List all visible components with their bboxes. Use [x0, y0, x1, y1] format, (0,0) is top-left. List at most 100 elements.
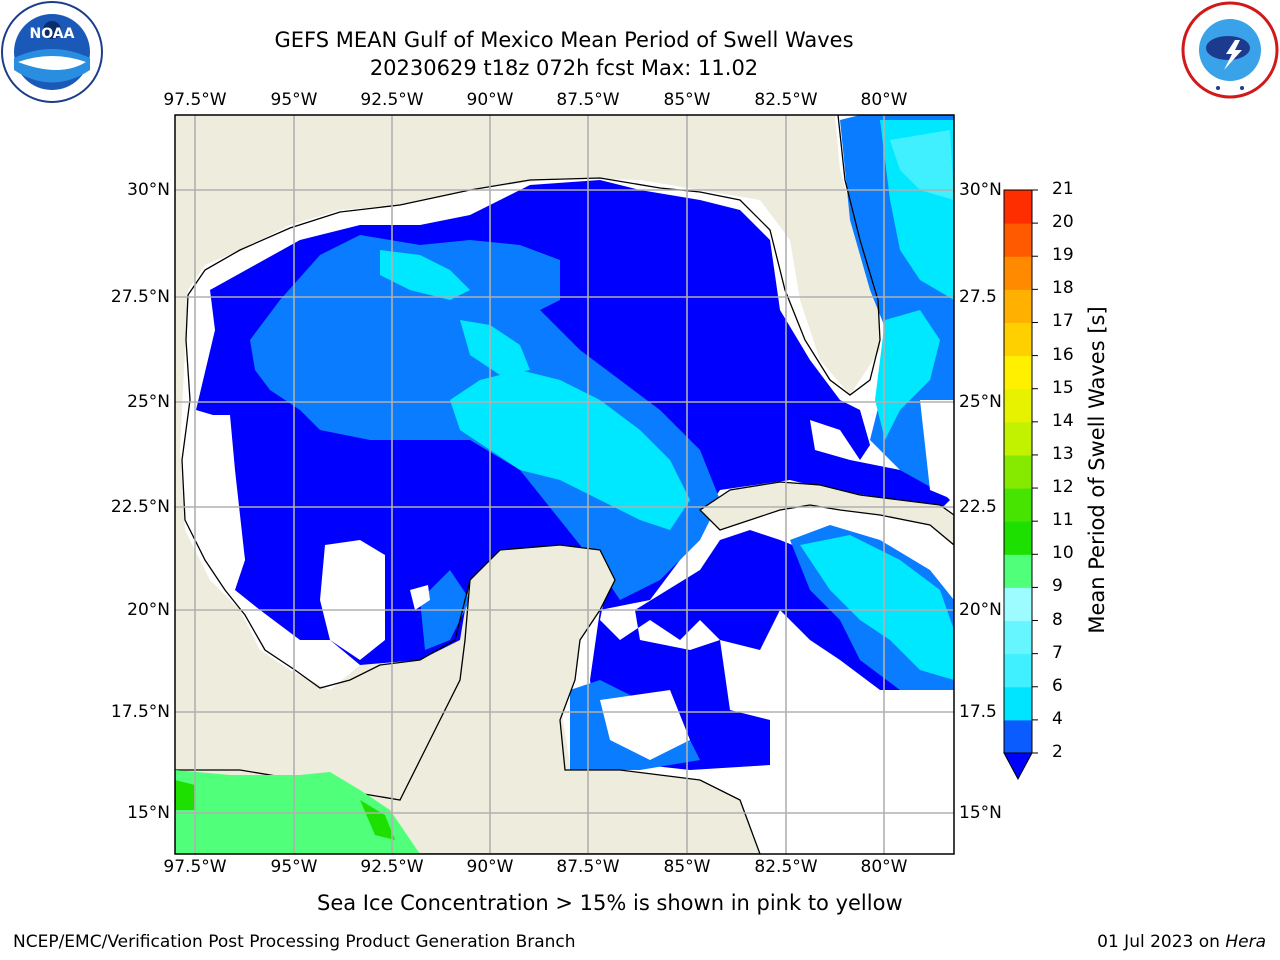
lon-label-top: 85°W [663, 90, 711, 110]
colorbar-label: Mean Period of Swell Waves [s] [1085, 306, 1109, 634]
colorbar [1003, 189, 1038, 781]
lon-label-top: 80°W [860, 90, 908, 110]
colorbar-segment [1004, 719, 1032, 754]
footer-credit: NCEP/EMC/Verification Post Processing Pr… [13, 932, 576, 952]
lon-label-top: 82.5°W [754, 90, 818, 110]
lon-label-bottom: 95°W [270, 857, 318, 877]
footer-date-text: 01 Jul 2023 on [1097, 932, 1226, 952]
lon-label-bottom: 90°W [466, 857, 514, 877]
colorbar-tick-label: 20 [1052, 212, 1074, 233]
no-data-patch [600, 690, 690, 760]
lat-label-left: 22.5°N [110, 497, 170, 517]
colorbar-segment [1004, 620, 1032, 655]
chart-subtitle: 20230629 t18z 072h fcst Max: 11.02 [369, 56, 759, 80]
colorbar-tick-label: 18 [1052, 278, 1074, 299]
footer-date: 01 Jul 2023 on Hera [1097, 932, 1266, 952]
colorbar-segment [1004, 223, 1032, 257]
cuba-land [698, 481, 954, 546]
colorbar-tick-label: 6 [1052, 675, 1063, 696]
lat-label-left: 27.5°N [110, 287, 170, 307]
colorbar-tick-label: 19 [1052, 245, 1074, 266]
colorbar-tick-label: 14 [1052, 410, 1074, 431]
colorbar-extend-arrow [1003, 752, 1033, 781]
no-data-patch [320, 540, 385, 660]
lon-label-top: 92.5°W [360, 90, 424, 110]
noaa-logo-icon: NOAA [1, 1, 103, 103]
lat-label-right: 25°N [959, 392, 1002, 412]
colorbar-tick-label: 4 [1052, 708, 1063, 729]
lat-label-left: 15°N [127, 803, 170, 823]
colorbar-tick-label: 8 [1052, 609, 1063, 630]
lat-label-right: 30°N [959, 180, 1002, 200]
no-data-patch [805, 775, 825, 795]
lon-label-bottom: 97.5°W [163, 857, 227, 877]
lon-label-bottom: 87.5°W [556, 857, 620, 877]
sea-ice-caption: Sea Ice Concentration > 15% is shown in … [317, 891, 903, 915]
colorbar-segment [1004, 521, 1032, 555]
colorbar-tick-label: 13 [1052, 443, 1074, 464]
coastline [187, 115, 881, 396]
swell-band-10-11s [175, 780, 195, 810]
lat-label-right: 17.5 [959, 702, 997, 722]
yucatan-land [175, 544, 761, 854]
colorbar-tick-label: 7 [1052, 642, 1063, 663]
lon-label-top: 87.5°W [556, 90, 620, 110]
lon-label-top: 90°W [466, 90, 514, 110]
swell-band-6-7s [890, 130, 954, 200]
swell-band-4-6s [460, 320, 530, 375]
colorbar-tick-label: 16 [1052, 344, 1074, 365]
lon-label-top: 97.5°W [163, 90, 227, 110]
colorbar-segment [1004, 653, 1032, 688]
map-frame [174, 114, 955, 855]
colorbar-segment [1004, 190, 1032, 224]
colorbar-tick-label: 21 [1052, 179, 1074, 199]
lat-label-right: 27.5 [959, 287, 997, 307]
no-data-patch [190, 415, 245, 580]
colorbar-tick-label: 12 [1052, 477, 1074, 498]
colorbar-tick-label: 10 [1052, 543, 1074, 564]
chart-title: GEFS MEAN Gulf of Mexico Mean Period of … [274, 28, 854, 52]
colorbar-segment [1004, 488, 1032, 522]
no-data-patch [410, 585, 430, 610]
lat-label-left: 30°N [127, 180, 170, 200]
colorbar-frame [1003, 189, 1033, 754]
colorbar-segment [1004, 322, 1032, 357]
colorbar-tick-label: 11 [1052, 510, 1074, 531]
swell-band-4-6s [450, 370, 690, 530]
lat-label-left: 25°N [127, 392, 170, 412]
lat-label-left: 20°N [127, 600, 170, 620]
graticule [175, 115, 954, 854]
lon-label-bottom: 85°W [663, 857, 711, 877]
lat-label-right: 22.5 [959, 497, 997, 517]
nws-logo-icon [1181, 1, 1279, 99]
no-data-patch [920, 400, 954, 500]
swell-band-4-6s [800, 535, 954, 680]
colorbar-segment [1004, 587, 1032, 622]
swell-band-4-6s [380, 250, 470, 300]
lon-label-top: 95°W [270, 90, 318, 110]
colorbar-segment [1004, 388, 1032, 423]
colorbar-tick-label: 15 [1052, 377, 1074, 398]
lon-label-bottom: 82.5°W [754, 857, 818, 877]
footer-host: Hera [1225, 932, 1266, 952]
lat-label-right: 15°N [959, 803, 1002, 823]
colorbar-segment [1004, 421, 1032, 456]
lat-label-left: 17.5°N [110, 702, 170, 722]
colorbar-segment [1004, 686, 1032, 721]
colorbar-segment [1004, 454, 1032, 489]
coastline [181, 294, 471, 689]
colorbar-tick-label: 2 [1052, 742, 1063, 762]
colorbar-tick-label: 17 [1052, 311, 1074, 332]
colorbar-segment [1004, 554, 1032, 588]
colorbar-segment [1004, 355, 1032, 390]
swell-band-10-11s [360, 800, 395, 840]
lon-label-bottom: 92.5°W [360, 857, 424, 877]
colorbar-tick-label: 9 [1052, 576, 1063, 597]
colorbar-segment [1004, 289, 1032, 323]
svg-text:NOAA: NOAA [30, 26, 75, 42]
swell-band-4-6s [875, 310, 940, 440]
colorbar-segment [1004, 256, 1032, 290]
swell-band-9-10s [175, 770, 420, 854]
lon-label-bottom: 80°W [860, 857, 908, 877]
